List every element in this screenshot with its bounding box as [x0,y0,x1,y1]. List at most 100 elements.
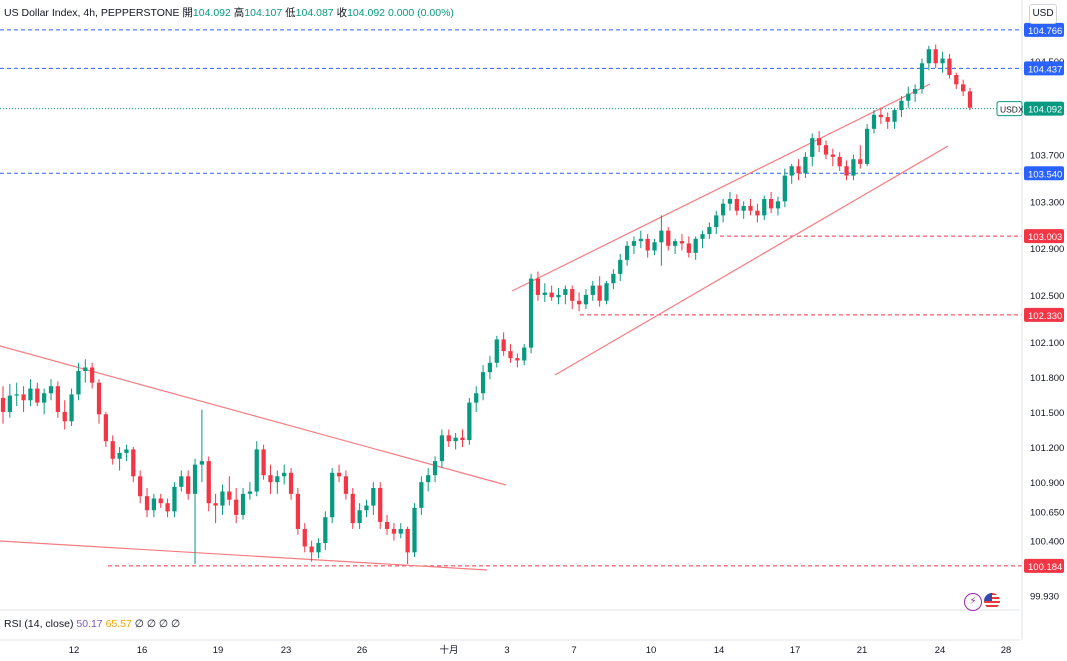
candle-body [967,91,973,108]
candle [618,254,623,281]
candle-body [412,507,417,553]
candle-body [62,411,67,422]
candle-body [330,472,335,518]
candle-body [419,482,424,508]
candle [138,470,143,504]
candle-body [535,278,541,295]
candle-body [261,449,266,476]
candle-body [638,238,643,242]
candle [542,283,547,302]
time-tick-label: 7 [571,645,576,656]
price-level-lines [0,29,1022,567]
candle [576,292,582,312]
price-level-tag [1024,22,1064,37]
candle-body [391,528,397,534]
candle [28,379,33,407]
candle [528,273,534,354]
symbol-title: US Dollar Index, 4h, PEPPERSTONE [4,7,180,19]
candle-body [28,388,33,401]
candle [158,493,163,508]
candle [926,45,931,71]
candle-body [700,234,705,239]
candle-body [913,89,918,94]
candle-body [14,394,19,396]
currency-button[interactable]: USD [1029,4,1057,24]
rsi-label: RSI (14, close) [4,618,74,630]
candle-body [247,491,253,494]
current-price-tag [1024,101,1064,116]
candle [480,365,486,401]
candle-body [707,227,712,235]
candle [522,344,527,366]
time-tick-label: 10 [646,645,657,656]
candle [652,238,657,256]
price-level-tag [1024,307,1064,322]
time-tick-label: 26 [357,645,368,656]
candle-body [906,93,911,101]
candle-body [117,452,122,459]
candle-body [364,505,369,511]
trendline-lower-wedge[interactable] [0,540,488,571]
candle-body [515,358,520,361]
lightning-icon[interactable]: ⚡ [964,593,982,611]
candle [474,386,479,412]
candle [220,484,225,515]
time-tick-label: 16 [137,645,148,656]
price-tick-label: 100.400 [1030,537,1064,548]
candle-body [940,58,945,64]
price-tick-label: 102.500 [1030,291,1064,302]
candle-body [172,486,177,512]
candle-body [741,206,746,211]
price-level-label: 104.437 [1028,64,1062,75]
candle-body [275,476,280,483]
candle [624,241,630,266]
candle-body [686,243,691,253]
candle-body [453,437,458,442]
price-level-tag [1024,558,1064,573]
candle [460,429,465,448]
candle [110,435,115,465]
candle-body [103,414,108,442]
candle [419,476,424,515]
trendline-channel-upper[interactable] [511,83,931,292]
price-level-label: 104.766 [1028,26,1062,37]
candle [865,124,870,167]
trendline-channel-lower[interactable] [554,145,949,376]
candle [933,44,938,68]
candle-body [474,393,479,403]
open-label: 開 [182,7,193,19]
us-flag-icon[interactable] [984,593,1000,609]
candle [172,482,177,518]
price-level-tag [1024,166,1064,181]
candle [288,468,294,500]
candle-body [782,175,787,202]
candle-body [131,449,136,477]
candle-body [179,476,184,487]
candle [42,388,47,415]
price-level-label: 102.330 [1028,311,1062,322]
candle [131,447,136,483]
candle-body [186,476,191,494]
candle [144,488,150,518]
rsi-legend[interactable]: RSI (14, close) 50.17 65.57 ∅ ∅ ∅ ∅ [4,618,180,630]
candle [295,488,301,535]
candle [782,168,787,208]
candle-body [336,472,342,477]
trend-lines[interactable] [0,83,949,571]
candle [830,148,835,167]
candle [844,160,849,181]
candle [645,234,650,258]
candle [151,493,157,518]
candle-body [858,159,863,164]
candle [302,523,307,553]
candle [343,470,349,500]
price-level-label: 103.540 [1028,169,1062,180]
candle [659,215,664,266]
candle [961,79,966,97]
candle-body [48,386,54,394]
candle [309,540,314,562]
candle [686,236,691,258]
candle [76,362,81,401]
